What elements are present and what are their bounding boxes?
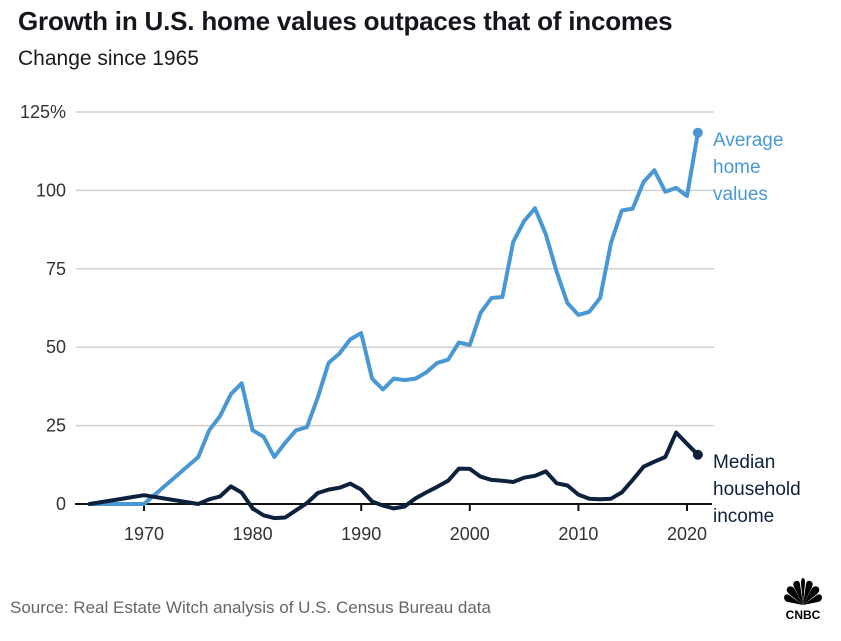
home-values-label: values [713, 184, 768, 205]
x-tick-label: 2000 [450, 524, 490, 544]
y-tick-label: 100 [36, 180, 66, 200]
household-income-line [87, 430, 700, 521]
y-tick-label: 125% [20, 102, 66, 122]
household-income-label: income [713, 506, 774, 527]
household-income-label: household [713, 479, 801, 500]
x-tick-label: 1990 [341, 524, 381, 544]
y-tick-label: 0 [56, 494, 66, 514]
y-axis-ticks: 0 25 50 75 100 125% [20, 102, 66, 514]
y-tick-label: 50 [46, 337, 66, 357]
series-labels: Average home values Median household income [713, 130, 801, 527]
home-values-line [87, 130, 700, 506]
source-note: Source: Real Estate Witch analysis of U.… [10, 598, 491, 617]
x-tick-label: 2020 [667, 524, 707, 544]
home-values-end-dot [692, 127, 703, 138]
chart-subtitle: Change since 1965 [18, 47, 199, 70]
home-values-label: home [713, 157, 761, 178]
x-tick-label: 1970 [124, 524, 164, 544]
chart-title: Growth in U.S. home values outpaces that… [18, 6, 673, 36]
x-tick-label: 2010 [558, 524, 598, 544]
series-lines [87, 127, 703, 521]
home-values-label: Average [713, 130, 783, 151]
gridlines [75, 111, 714, 505]
y-tick-label: 25 [46, 416, 66, 436]
cnbc-peacock-icon: CNBC [784, 578, 822, 622]
cnbc-logo-text: CNBC [786, 608, 821, 622]
x-tick-label: 1980 [233, 524, 273, 544]
y-tick-label: 75 [46, 259, 66, 279]
x-axis-ticks: 1970 1980 1990 2000 2010 2020 [124, 504, 707, 544]
household-income-end-dot [692, 449, 703, 460]
household-income-label: Median [713, 452, 775, 473]
